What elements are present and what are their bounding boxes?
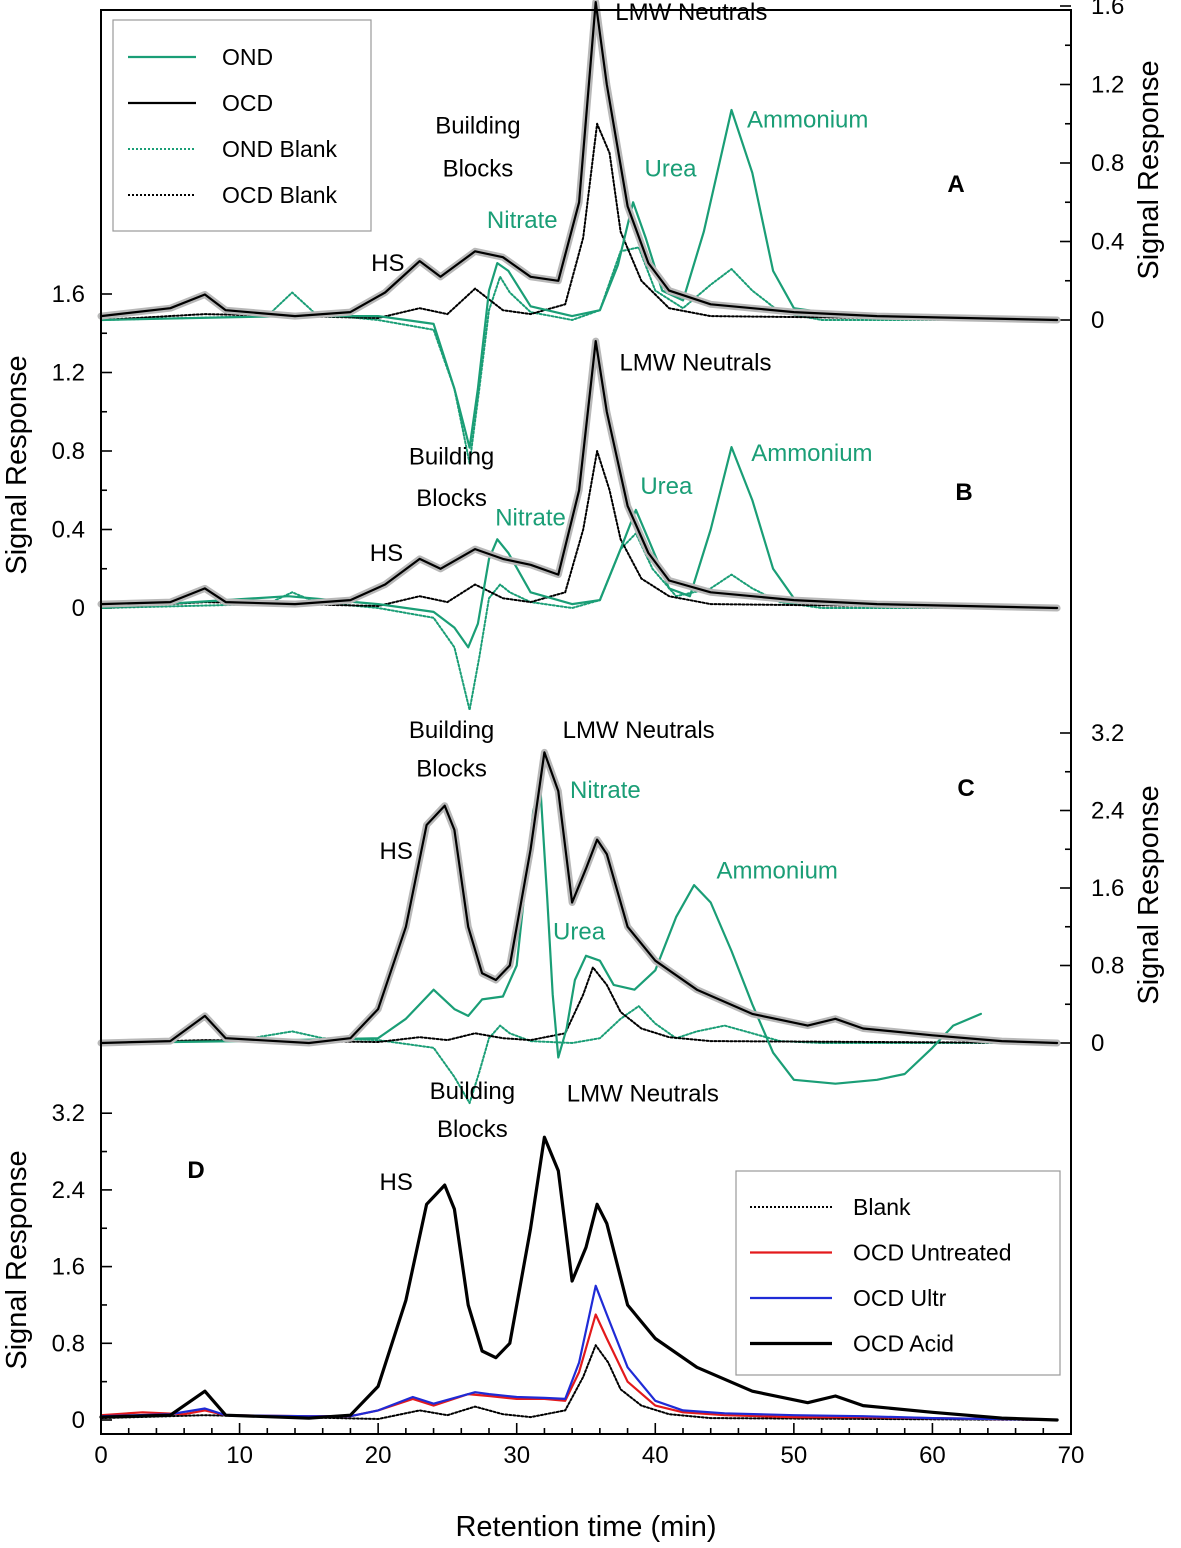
x-tick-label: 20	[365, 1442, 392, 1469]
panel-label-a: A	[947, 171, 964, 198]
peak-label: HS	[379, 838, 412, 865]
peak-label: Ammonium	[717, 857, 838, 884]
series-ond	[99, 785, 982, 1085]
y-tick-label: 1.2	[1091, 72, 1124, 99]
y-tick-label: 0	[1091, 1030, 1104, 1057]
peak-annotations: HS Building Blocks Nitrate LMW Neutrals Urea A…	[370, 0, 873, 1196]
series-ond	[99, 108, 982, 449]
peak-label: Nitrate	[570, 777, 641, 804]
panel-label-b: B	[955, 479, 972, 506]
legend-label: OCD Blank	[222, 182, 338, 208]
peak-label: Building	[430, 1078, 515, 1105]
panel-labels: A B C D	[187, 171, 974, 1184]
panel-b	[97, 337, 1061, 711]
peak-label: Blocks	[437, 1116, 508, 1143]
series-ond-blank	[100, 1005, 1059, 1105]
peak-label: Ammonium	[751, 440, 872, 467]
legend-box	[735, 1170, 1061, 1376]
legend-label: Blank	[853, 1194, 911, 1220]
peak-label: Nitrate	[487, 207, 558, 234]
peak-label: Blocks	[443, 156, 514, 183]
y-axis-title: Signal Response	[1, 355, 33, 574]
series-ocd-blank	[100, 122, 1059, 321]
peak-label: Building	[409, 444, 494, 471]
y-tick-label: 0	[1091, 307, 1104, 334]
series-ond-blank	[100, 246, 1059, 465]
series-ocd	[99, 751, 1059, 1045]
x-tick-label: 50	[781, 1442, 808, 1469]
panel-d	[99, 1135, 1059, 1422]
panel-a	[97, 0, 1061, 465]
peak-label: Building	[435, 113, 520, 140]
x-tick-label: 60	[919, 1442, 946, 1469]
y-tick-label: 0.8	[52, 1330, 85, 1357]
series-ocd-blank	[100, 450, 1059, 609]
y-tick-label: 0.4	[52, 517, 85, 544]
y-tick-label: 1.6	[1091, 0, 1124, 20]
y-tick-label: 0.4	[1091, 229, 1124, 256]
x-tick-label: 40	[642, 1442, 669, 1469]
series-ocd	[99, 340, 1059, 610]
plot-frame	[100, 9, 1072, 1435]
y-tick-label: 1.6	[52, 1254, 85, 1281]
y-axis-title: Signal Response	[1133, 785, 1165, 1004]
peak-label: Urea	[553, 918, 606, 945]
axis-ticks: 0 10 20 30 40 50 60 70 0 0.4 0.8 1.2 1.6 Signal Respo…	[1, 0, 1165, 1469]
panel-label-d: D	[187, 1157, 204, 1184]
peak-label: HS	[370, 540, 403, 567]
y-tick-label: 0.8	[1091, 150, 1124, 177]
peak-label: LMW Neutrals	[615, 0, 767, 26]
y-axis-title: Signal Response	[1133, 60, 1165, 279]
y-tick-label: 3.2	[1091, 720, 1124, 747]
y-tick-label: 1.2	[52, 360, 85, 387]
y-tick-label: 3.2	[52, 1100, 85, 1127]
peak-label: Urea	[645, 156, 698, 183]
peak-label: Blocks	[416, 756, 487, 783]
y-tick-label: 1.6	[52, 281, 85, 308]
legend-label: OCD	[222, 90, 273, 116]
legend-label: OND	[222, 44, 273, 70]
series-ocd-ultr	[99, 1284, 1059, 1422]
series-blank	[100, 1344, 1059, 1421]
y-tick-label: 2.4	[52, 1177, 85, 1204]
x-tick-label: 30	[503, 1442, 530, 1469]
x-tick-label: 0	[94, 1442, 107, 1469]
peak-label: LMW Neutrals	[619, 350, 771, 377]
peak-label: LMW Neutrals	[563, 717, 715, 744]
legend-panel-a: OND OCD OND Blank OCD Blank	[112, 19, 372, 232]
peak-label: Ammonium	[747, 107, 868, 134]
y-tick-label: 0.8	[1091, 953, 1124, 980]
legend-panel-d: Blank OCD Untreated OCD Ultr OCD Acid	[735, 1170, 1061, 1376]
series-ocd-acid	[99, 1135, 1059, 1422]
peak-label: Blocks	[416, 485, 487, 512]
series-ond	[99, 446, 1059, 649]
panel-label-c: C	[957, 775, 974, 802]
legend-label: OND Blank	[222, 136, 338, 162]
y-tick-label: 0	[72, 595, 85, 622]
legend-label: OCD Ultr	[853, 1285, 947, 1311]
legends: OND OCD OND Blank OCD Blank Blank OCD Untreat…	[112, 19, 1061, 1376]
y-tick-label: 2.4	[1091, 798, 1124, 825]
series-layer	[97, 0, 1061, 1422]
legend-label: OCD Acid	[853, 1331, 954, 1357]
y-tick-label: 0	[72, 1407, 85, 1434]
x-tick-label: 10	[226, 1442, 253, 1469]
series-ond-blank	[100, 532, 1059, 711]
peak-label: HS	[379, 1169, 412, 1196]
peak-label: Urea	[640, 473, 693, 500]
peak-label: Building	[409, 717, 494, 744]
x-tick-label: 70	[1058, 1442, 1085, 1469]
series-band-ocd	[97, 337, 1061, 612]
y-tick-label: 1.6	[1091, 875, 1124, 902]
y-axis-title: Signal Response	[1, 1150, 33, 1369]
peak-label: HS	[371, 250, 404, 277]
legend-label: OCD Untreated	[853, 1240, 1012, 1266]
panel-c	[97, 748, 1061, 1105]
peak-label: Nitrate	[495, 505, 566, 532]
series-ocd	[99, 1, 1059, 322]
y-tick-label: 0.8	[52, 438, 85, 465]
x-axis-title: Retention time (min)	[455, 1511, 716, 1543]
peak-label: LMW Neutrals	[567, 1081, 719, 1108]
